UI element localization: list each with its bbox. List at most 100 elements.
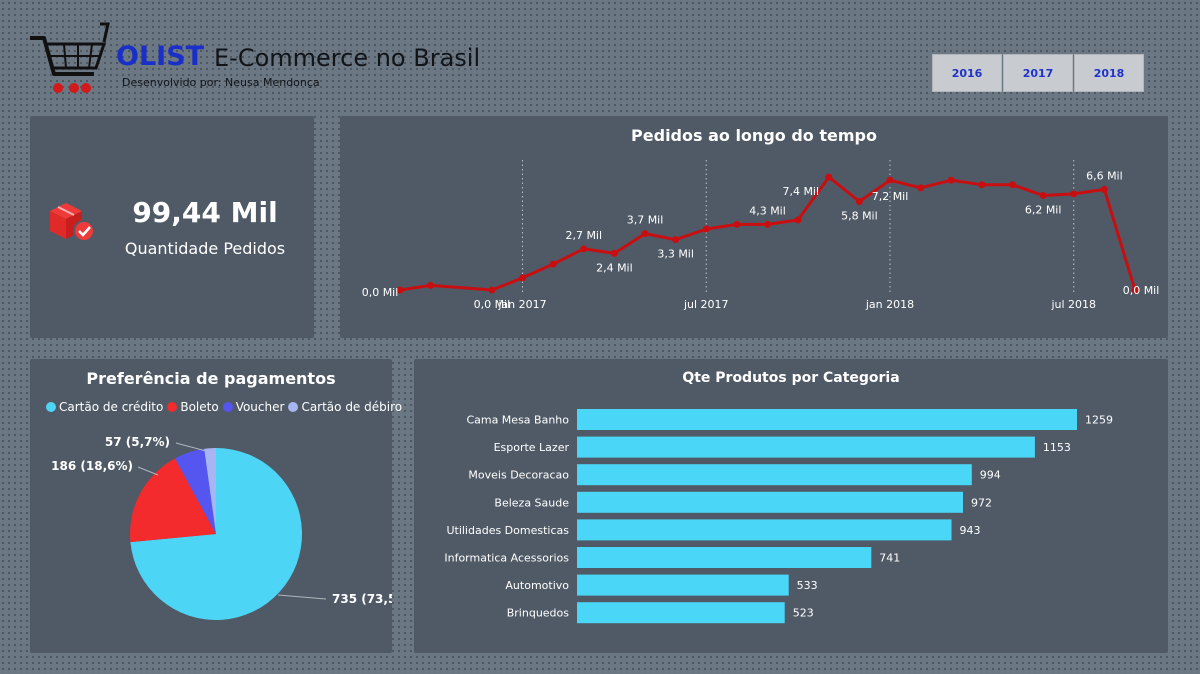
data-point — [825, 173, 833, 181]
pie-legend: Cartão de crédito Boleto Voucher Cartão … — [46, 400, 406, 414]
bar-value-label: 1153 — [1043, 441, 1071, 454]
bar — [577, 436, 1035, 458]
data-label: 2,4 Mil — [596, 261, 633, 274]
bar-chart: Cama Mesa Banho 1259 Esporte Lazer 1153 Move… — [444, 409, 1113, 624]
category-label: Automotivo — [505, 579, 569, 592]
pie-chart: 735 (73,5%) 186 (18,6%) 57 (5,7%) — [51, 435, 392, 620]
bar-chart-card[interactable]: Qte Produtos por Categoria Cama Mesa Ban… — [414, 359, 1168, 653]
boxes-check-icon — [50, 203, 95, 242]
data-point — [1131, 286, 1139, 294]
data-point — [672, 236, 680, 244]
legend-label-voucher: Voucher — [235, 400, 285, 414]
year-button-2018[interactable]: 2018 — [1074, 54, 1144, 92]
category-label: Informatica Acessorios — [444, 552, 569, 565]
bar-value-label: 741 — [879, 552, 900, 565]
pie-slice-boleto — [130, 458, 216, 543]
legend-item-voucher[interactable]: Voucher — [222, 400, 285, 414]
pie-slice-voucher — [175, 448, 216, 534]
legend-item-credit[interactable]: Cartão de crédito — [46, 400, 163, 414]
data-point — [855, 198, 863, 206]
data-point — [947, 176, 955, 184]
data-point — [1100, 185, 1108, 193]
bar — [577, 519, 952, 541]
shopping-cart-icon — [30, 22, 110, 93]
pie-data-label: 57 (5,7%) — [105, 435, 170, 449]
year-slicer: 2016 2017 2018 — [932, 54, 1145, 92]
data-point — [610, 249, 618, 257]
data-point — [978, 181, 986, 189]
bar-value-label: 943 — [960, 524, 981, 537]
bar — [577, 409, 1077, 430]
category-label: Brinquedos — [507, 607, 570, 620]
bar-value-label: 523 — [793, 607, 814, 620]
x-tick-label: jan 2017 — [497, 298, 546, 311]
x-tick-label: jul 2017 — [683, 298, 729, 311]
data-point — [1009, 181, 1016, 189]
data-label: 7,4 Mil — [782, 185, 819, 198]
line-chart-title: Pedidos ao longo do tempo — [631, 126, 877, 145]
data-point — [549, 260, 557, 268]
data-point — [427, 281, 435, 289]
orders-line — [399, 175, 1137, 292]
legend-item-debit[interactable]: Cartão de débiro — [288, 400, 402, 414]
data-point — [733, 220, 741, 228]
leader-line — [137, 466, 159, 476]
pie-slice-debit — [204, 447, 216, 534]
data-point — [702, 225, 710, 233]
pie-chart-title: Preferência de pagamentos — [86, 369, 336, 388]
pie-chart-card[interactable]: Preferência de pagamentos Cartão de créd… — [30, 359, 402, 653]
legend-dot-credit — [46, 402, 56, 412]
bar — [577, 464, 972, 486]
bar — [577, 602, 785, 624]
data-point — [794, 216, 802, 224]
kpi-label: Quantidade Pedidos — [124, 239, 286, 258]
data-label: 3,3 Mil — [657, 248, 694, 261]
kpi-value: 99,44 Mil — [132, 196, 278, 229]
author-subtitle: Desenvolvido por: Neusa Mendonça — [122, 76, 320, 89]
kpi-card-orders[interactable]: 99,44 Mil Quantidade Pedidos — [30, 116, 314, 338]
data-point — [1039, 191, 1047, 199]
data-point — [641, 230, 649, 238]
data-point — [488, 286, 496, 294]
bar-value-label: 972 — [971, 496, 992, 509]
leader-line — [277, 594, 327, 600]
data-point — [396, 286, 404, 294]
data-label: 5,8 Mil — [841, 210, 878, 223]
pie-data-label: 735 (73,5%) — [332, 592, 392, 606]
bar-value-label: 994 — [980, 469, 1001, 482]
bar-value-label: 1259 — [1085, 414, 1113, 427]
data-point — [886, 176, 894, 184]
page-title: E-Commerce no Brasil — [214, 44, 481, 72]
data-point — [764, 220, 771, 228]
legend-dot-debit — [288, 402, 299, 412]
data-label: 7,2 Mil — [872, 190, 909, 203]
data-point — [580, 245, 588, 253]
data-label: 6,6 Mil — [1086, 169, 1123, 182]
leader-line — [175, 442, 207, 452]
year-button-2016[interactable]: 2016 — [932, 54, 1002, 92]
line-chart: jan 2017 jul 2017 jan 2018 jul 2018 0,0 Mil 0… — [362, 160, 1159, 311]
year-button-2017[interactable]: 2017 — [1003, 54, 1073, 92]
data-label: 6,2 Mil — [1025, 203, 1062, 216]
data-point — [519, 274, 526, 282]
line-chart-card[interactable]: Pedidos ao longo do tempo jan 2017 jul 20… — [340, 116, 1168, 338]
x-tick-label: jul 2018 — [1050, 298, 1096, 311]
legend-label-debit: Cartão de débiro — [301, 400, 403, 414]
pie-data-label: 186 (18,6%) — [51, 459, 133, 473]
bar — [577, 547, 872, 568]
data-label: 2,7 Mil — [565, 229, 602, 242]
data-label: 0,0 Mil — [474, 298, 511, 311]
bar — [577, 491, 963, 513]
category-label: Cama Mesa Banho — [466, 414, 569, 427]
legend-label-boleto: Boleto — [180, 400, 219, 414]
x-tick-label: jan 2018 — [865, 298, 914, 311]
bar-value-label: 533 — [797, 579, 818, 592]
pie-slice-credit — [130, 448, 303, 620]
bar-chart-title: Qte Produtos por Categoria — [682, 370, 900, 386]
header: OLIST E-Commerce no Brasil Desenvolvido … — [0, 0, 1200, 110]
legend-label-credit: Cartão de crédito — [59, 400, 164, 414]
legend-item-boleto[interactable]: Boleto — [167, 400, 219, 414]
brand-name: OLIST — [116, 41, 205, 72]
data-label: 3,7 Mil — [627, 214, 664, 227]
data-point — [1070, 190, 1078, 198]
